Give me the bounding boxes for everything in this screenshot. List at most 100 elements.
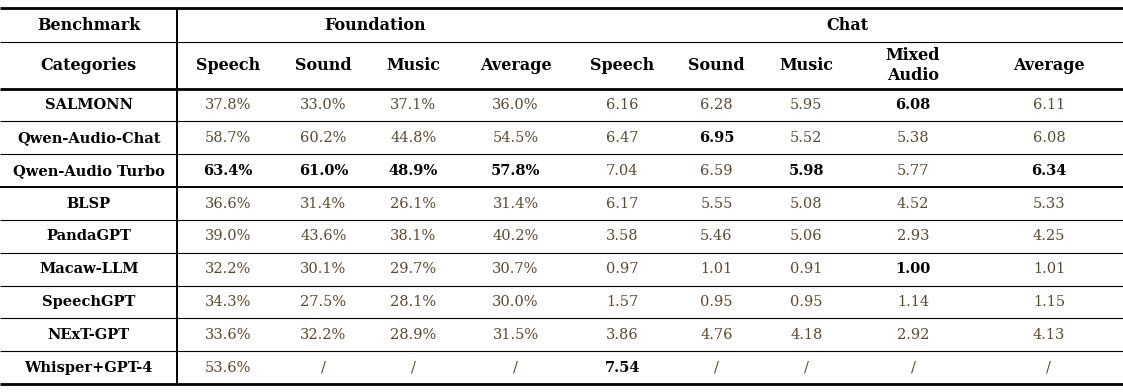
Text: 33.6%: 33.6% [204, 328, 252, 342]
Text: 6.95: 6.95 [699, 131, 734, 145]
Text: 31.4%: 31.4% [300, 196, 347, 211]
Text: 53.6%: 53.6% [204, 361, 252, 375]
Text: Speech: Speech [195, 57, 261, 74]
Text: 6.47: 6.47 [606, 131, 638, 145]
Text: 28.9%: 28.9% [390, 328, 437, 342]
Text: 28.1%: 28.1% [390, 295, 437, 309]
Text: 1.00: 1.00 [895, 262, 931, 276]
Text: 7.54: 7.54 [604, 361, 640, 375]
Text: Chat: Chat [827, 16, 869, 34]
Text: Average: Average [1013, 57, 1085, 74]
Text: NExT-GPT: NExT-GPT [47, 328, 130, 342]
Text: 7.04: 7.04 [606, 164, 638, 178]
Text: 26.1%: 26.1% [390, 196, 437, 211]
Text: Categories: Categories [40, 57, 137, 74]
Text: SpeechGPT: SpeechGPT [42, 295, 136, 309]
Text: 4.52: 4.52 [897, 196, 929, 211]
Text: /: / [804, 361, 809, 375]
Text: Sound: Sound [688, 57, 745, 74]
Text: 34.3%: 34.3% [204, 295, 252, 309]
Text: Sound: Sound [295, 57, 351, 74]
Text: BLSP: BLSP [66, 196, 111, 211]
Text: 54.5%: 54.5% [492, 131, 539, 145]
Text: 2.92: 2.92 [897, 328, 929, 342]
Text: /: / [513, 361, 518, 375]
Text: 32.2%: 32.2% [300, 328, 347, 342]
Text: 63.4%: 63.4% [203, 164, 253, 178]
Text: 1.14: 1.14 [897, 295, 929, 309]
Text: 5.38: 5.38 [896, 131, 930, 145]
Text: 5.77: 5.77 [897, 164, 929, 178]
Text: 3.86: 3.86 [605, 328, 639, 342]
Text: 29.7%: 29.7% [390, 262, 437, 276]
Text: 5.06: 5.06 [789, 229, 823, 243]
Text: Music: Music [779, 57, 833, 74]
Text: 1.01: 1.01 [1033, 262, 1065, 276]
Text: Average: Average [480, 57, 551, 74]
Text: 1.01: 1.01 [701, 262, 732, 276]
Text: 38.1%: 38.1% [390, 229, 437, 243]
Text: /: / [911, 361, 915, 375]
Text: Foundation: Foundation [325, 16, 426, 34]
Text: 5.52: 5.52 [791, 131, 822, 145]
Text: 5.98: 5.98 [788, 164, 824, 178]
Text: Macaw-LLM: Macaw-LLM [39, 262, 138, 276]
Text: 4.13: 4.13 [1033, 328, 1065, 342]
Text: 40.2%: 40.2% [492, 229, 539, 243]
Text: /: / [321, 361, 326, 375]
Text: 0.91: 0.91 [791, 262, 822, 276]
Text: SALMONN: SALMONN [45, 98, 133, 112]
Text: 60.2%: 60.2% [300, 131, 347, 145]
Text: 31.5%: 31.5% [492, 328, 539, 342]
Text: PandaGPT: PandaGPT [46, 229, 131, 243]
Text: 5.33: 5.33 [1032, 196, 1066, 211]
Text: 44.8%: 44.8% [390, 131, 437, 145]
Text: 6.28: 6.28 [700, 98, 733, 112]
Text: Benchmark: Benchmark [37, 16, 140, 34]
Text: 48.9%: 48.9% [389, 164, 438, 178]
Text: 6.16: 6.16 [606, 98, 638, 112]
Text: 33.0%: 33.0% [300, 98, 347, 112]
Text: 32.2%: 32.2% [204, 262, 252, 276]
Text: 6.34: 6.34 [1031, 164, 1067, 178]
Text: Qwen-Audio Turbo: Qwen-Audio Turbo [12, 164, 165, 178]
Text: Whisper+GPT-4: Whisper+GPT-4 [25, 361, 153, 375]
Text: 1.15: 1.15 [1033, 295, 1065, 309]
Text: 43.6%: 43.6% [300, 229, 347, 243]
Text: 0.95: 0.95 [791, 295, 822, 309]
Text: 37.8%: 37.8% [204, 98, 252, 112]
Text: 4.18: 4.18 [791, 328, 822, 342]
Text: 6.17: 6.17 [606, 196, 638, 211]
Text: 31.4%: 31.4% [492, 196, 539, 211]
Text: 58.7%: 58.7% [204, 131, 252, 145]
Text: Music: Music [386, 57, 440, 74]
Text: Speech: Speech [590, 57, 655, 74]
Text: 61.0%: 61.0% [299, 164, 348, 178]
Text: 57.8%: 57.8% [491, 164, 540, 178]
Text: /: / [714, 361, 719, 375]
Text: 6.59: 6.59 [701, 164, 732, 178]
Text: 4.76: 4.76 [701, 328, 732, 342]
Text: 4.25: 4.25 [1033, 229, 1065, 243]
Text: 30.0%: 30.0% [492, 295, 539, 309]
Text: 37.1%: 37.1% [390, 98, 437, 112]
Text: 39.0%: 39.0% [204, 229, 252, 243]
Text: 1.57: 1.57 [606, 295, 638, 309]
Text: 6.11: 6.11 [1033, 98, 1065, 112]
Text: Mixed
Audio: Mixed Audio [886, 47, 940, 84]
Text: 5.95: 5.95 [791, 98, 822, 112]
Text: /: / [411, 361, 416, 375]
Text: 3.58: 3.58 [605, 229, 639, 243]
Text: 36.6%: 36.6% [204, 196, 252, 211]
Text: 6.08: 6.08 [895, 98, 931, 112]
Text: 27.5%: 27.5% [300, 295, 347, 309]
Text: 0.95: 0.95 [701, 295, 732, 309]
Text: 30.7%: 30.7% [492, 262, 539, 276]
Text: 2.93: 2.93 [897, 229, 929, 243]
Text: Qwen-Audio-Chat: Qwen-Audio-Chat [17, 131, 161, 145]
Text: 5.55: 5.55 [701, 196, 732, 211]
Text: 30.1%: 30.1% [300, 262, 347, 276]
Text: 5.46: 5.46 [701, 229, 732, 243]
Text: 0.97: 0.97 [606, 262, 638, 276]
Text: 6.08: 6.08 [1032, 131, 1066, 145]
